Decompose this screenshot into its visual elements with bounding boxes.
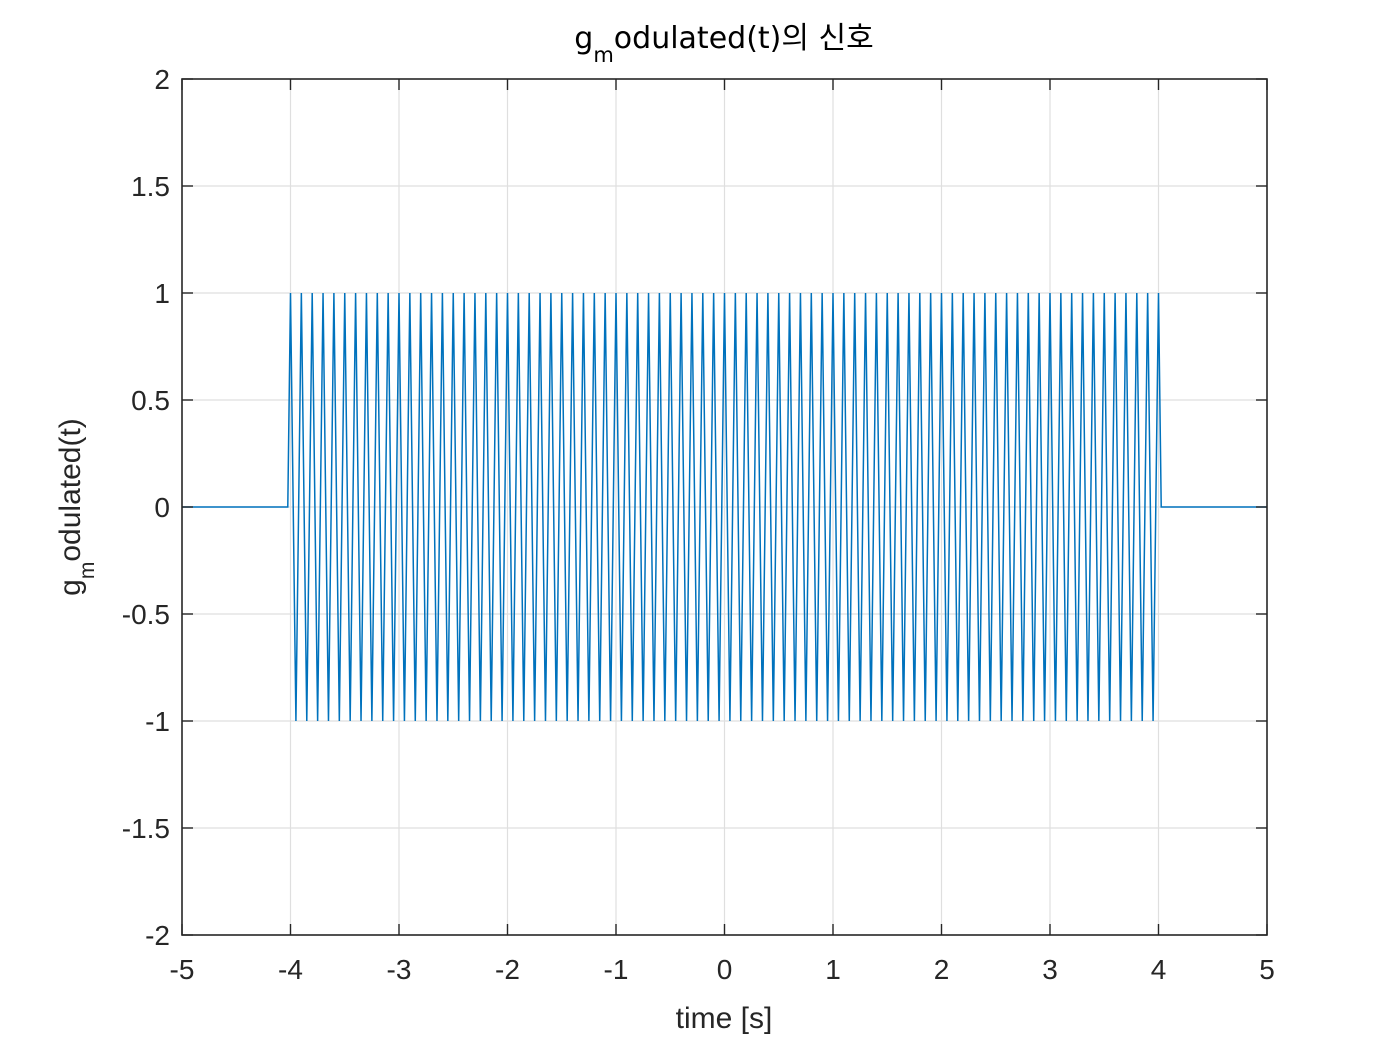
x-tick-label: 5 [1259,954,1275,985]
x-axis-label: time [s] [676,1002,773,1035]
series-line-modulated-signal [182,292,1267,722]
tick-marks [181,78,1268,936]
y-tick-label: 0 [154,492,170,523]
x-tick-labels: -5 -4 -3 -2 -1 0 1 2 3 4 5 [170,954,1275,985]
x-tick-label: 4 [1151,954,1167,985]
y-tick-labels: -2 -1.5 -1 -0.5 0 0.5 1 1.5 2 [122,64,170,951]
chart-title: gmodulated(t)의 신호 [574,21,873,67]
x-tick-label: 1 [825,954,841,985]
chart-title-main: g [574,21,593,56]
y-tick-label: -1 [145,706,170,737]
y-axis-label-subscript: m [76,562,99,580]
grid [182,79,1267,935]
y-tick-label: 1 [154,278,170,309]
y-tick-label: 1.5 [131,171,170,202]
chart-title-rest: odulated(t)의 신호 [614,21,874,56]
y-tick-label: 0.5 [131,385,170,416]
chart-title-subscript: m [593,43,613,67]
y-tick-label: -1.5 [122,813,170,844]
x-tick-label: -2 [495,954,520,985]
series-layer [182,292,1267,722]
x-tick-label: 3 [1042,954,1058,985]
y-tick-label: 2 [154,64,170,95]
x-tick-label: -3 [387,954,412,985]
y-tick-label: -2 [145,920,170,951]
x-tick-label: -4 [278,954,303,985]
x-tick-label: -1 [604,954,629,985]
x-tick-label: -5 [170,954,195,985]
x-tick-label: 2 [934,954,950,985]
y-axis-label-rest: odulated(t) [54,418,87,561]
y-axis-label: gmodulated(t) [54,418,99,596]
y-axis-label-main: g [54,579,87,596]
x-tick-label: 0 [717,954,733,985]
y-tick-label: -0.5 [122,599,170,630]
